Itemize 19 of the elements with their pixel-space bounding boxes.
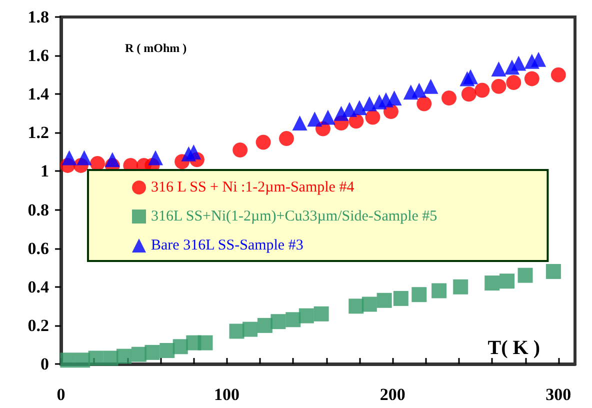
y-tick-label: 0.4	[28, 277, 50, 296]
y-tick-label: 0.6	[28, 238, 49, 258]
y-tick-label: 0.2	[28, 316, 49, 335]
y-tick-label: 1.2	[28, 123, 49, 142]
x-tick-label: 200	[380, 385, 406, 404]
y-tick-label: 0	[40, 354, 49, 374]
x-axis-title: T( K )	[488, 337, 540, 359]
y-axis-title: R ( mOhm )	[125, 41, 187, 55]
legend-label: Bare 316L SS-Sample #3	[151, 238, 304, 254]
y-tick-label: 1.6	[28, 46, 49, 66]
y-tick-label: 1	[40, 162, 49, 181]
x-tick-label: 0	[56, 385, 66, 404]
y-tick-label: 1.8	[28, 8, 49, 26]
y-tick-label: 0.8	[28, 200, 49, 220]
legend-label: 316L SS+Ni(1-2µm)+Cu33µm/Side-Sample #5	[151, 208, 438, 224]
y-tick-label: 1.4	[28, 84, 50, 104]
legend-label: 316 L SS + Ni :1-2µm-Sample #4	[151, 180, 355, 196]
x-tick-label: 100	[214, 385, 240, 404]
x-tick-label: 300	[546, 385, 572, 404]
